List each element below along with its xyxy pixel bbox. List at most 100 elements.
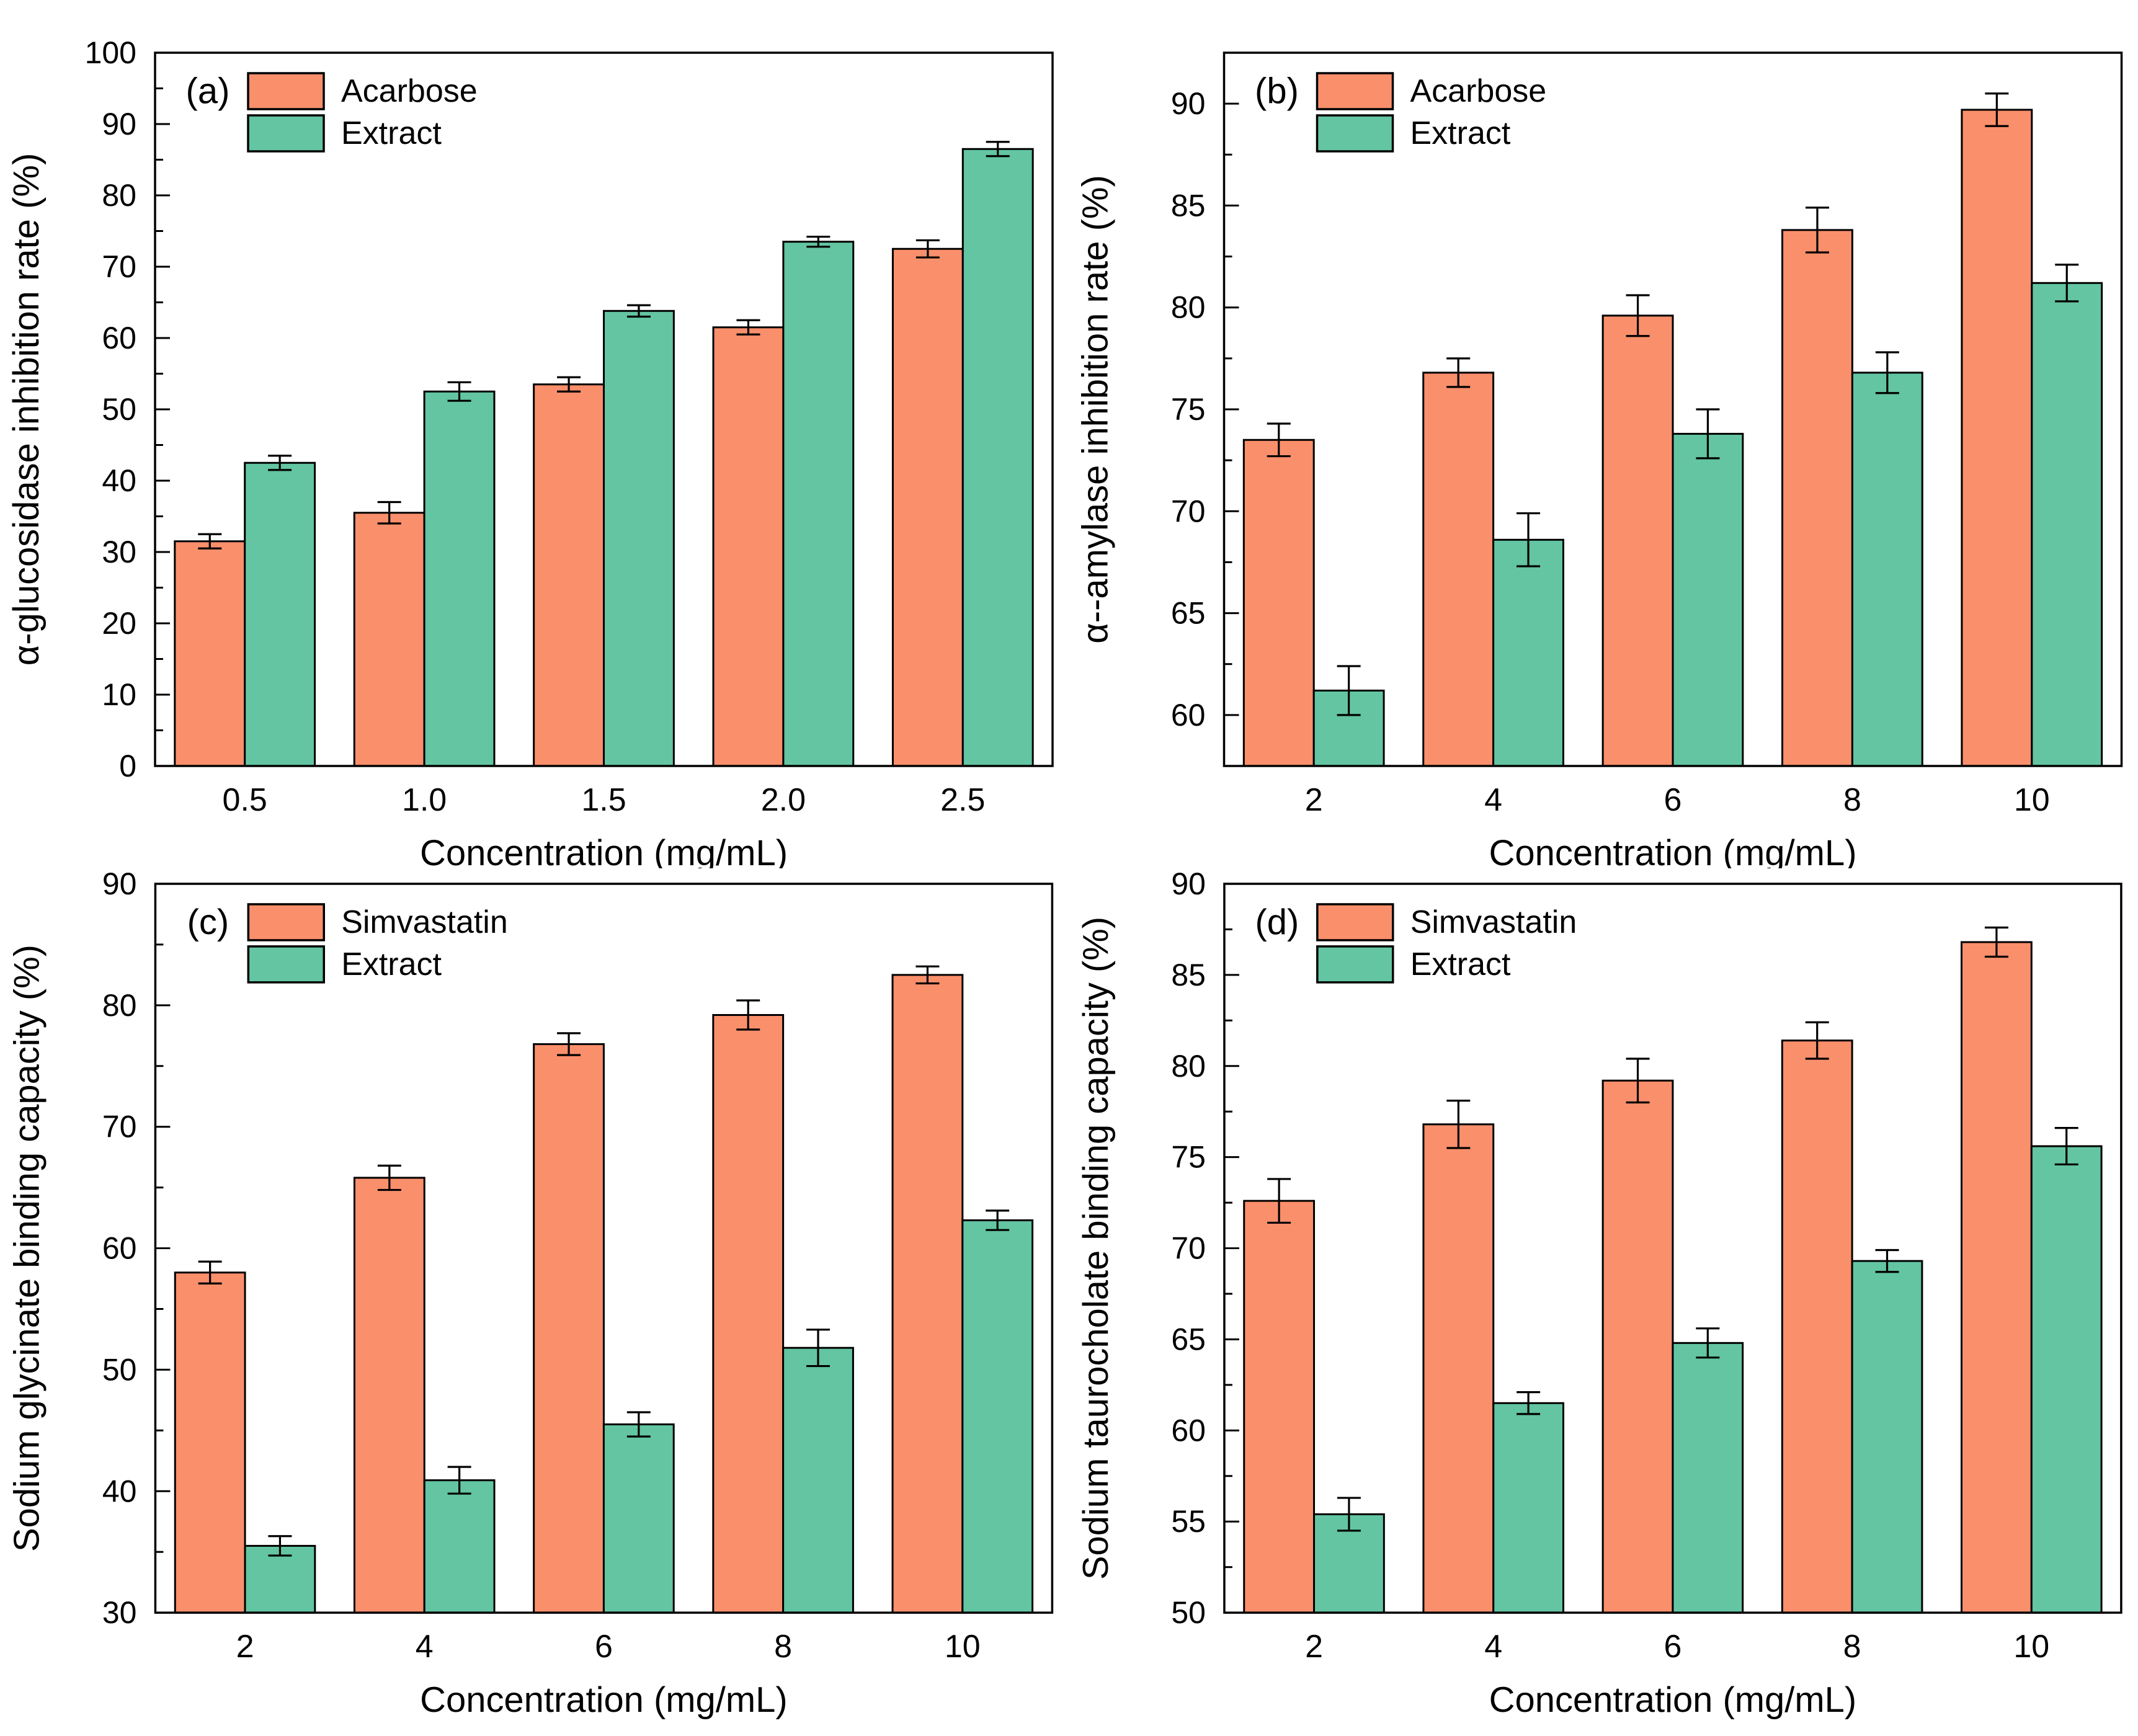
bar-extract-2 (244, 1544, 316, 1614)
y-tick-label: 75 (1171, 1140, 1206, 1175)
y-tick-label: 90 (102, 868, 137, 901)
bar-extract-1.0 (423, 390, 496, 767)
y-tick-label: 70 (1171, 1231, 1206, 1266)
legend-label-simvastatin: Simvastatin (1410, 904, 1577, 940)
bar-acarbose-2.0 (712, 326, 785, 767)
legend-label-acarbose: Acarbose (341, 73, 478, 109)
bar-extract-6 (1672, 432, 1744, 767)
axis-frame (1223, 883, 2122, 1614)
y-tick-label: 65 (1171, 1322, 1206, 1356)
y-tick-label: 75 (1171, 392, 1206, 427)
legend-swatch-acarbose (1316, 72, 1394, 110)
y-axis-title: α-glucosidase inhibition rate (%) (6, 153, 47, 666)
error-bar (557, 376, 581, 393)
y-tick-label: 80 (102, 988, 137, 1023)
bar-acarbose-1.0 (353, 512, 425, 767)
x-tick-label: 1.5 (581, 782, 626, 818)
bar-extract-4 (1492, 538, 1564, 767)
bar-extract-10 (961, 1219, 1034, 1614)
chart-svg: 0 10 20 30 40 50 60 70 80 90 100 0.5 1.0 1.5 2.0 2.5 Con… (6, 35, 1054, 868)
error-bar (1517, 1391, 1541, 1415)
legend-label-extract: Extract (341, 115, 442, 151)
error-bar (2054, 1127, 2078, 1166)
error-bar (1446, 1099, 1471, 1149)
y-tick-label: 80 (1171, 1049, 1206, 1084)
bar-simvastatin-4 (353, 1177, 425, 1614)
bars-group (174, 141, 1034, 767)
bar-simvastatin-6 (1601, 1079, 1674, 1614)
y-axis-ticks (155, 51, 170, 767)
bar-simvastatin-6 (533, 1043, 605, 1614)
bar-acarbose-0.5 (174, 540, 246, 767)
bar-simvastatin-2 (174, 1271, 246, 1614)
x-tick-label: 8 (1843, 1629, 1861, 1665)
x-tick-label: 10 (2014, 782, 2050, 818)
x-axis-title: Concentration (mg/mL) (1489, 833, 1856, 868)
bar-acarbose-10 (1961, 109, 2033, 767)
y-tick-label: 60 (1171, 698, 1206, 732)
y-axis-tick-labels: 30 40 50 60 70 80 90 (102, 868, 137, 1630)
y-axis-title: Sodium glycinate binding capacity (%) (7, 945, 47, 1552)
x-tick-label: 2.5 (940, 782, 985, 818)
error-bar (736, 319, 760, 336)
error-bar (1267, 422, 1291, 458)
legend-label-simvastatin: Simvastatin (341, 904, 508, 940)
x-axis-title: Concentration (mg/mL) (420, 1680, 787, 1720)
x-axis-title: Concentration (mg/mL) (1489, 1680, 1856, 1720)
error-bar (377, 501, 401, 525)
bar-acarbose-2 (1242, 438, 1315, 767)
y-tick-label: 20 (102, 606, 136, 641)
legend-swatch-extract (247, 945, 325, 984)
error-bar (198, 533, 222, 550)
y-tick-label: 0 (119, 749, 136, 783)
error-bar (447, 1466, 471, 1495)
y-tick-label: 40 (102, 1474, 137, 1508)
bar-acarbose-6 (1601, 314, 1674, 767)
x-tick-label: 8 (774, 1629, 792, 1665)
error-bar (1984, 926, 2008, 958)
error-bar (736, 999, 760, 1031)
error-bar (557, 1032, 581, 1056)
y-tick-label: 85 (1171, 188, 1206, 223)
error-bar (1337, 1497, 1361, 1532)
x-tick-label: 10 (2013, 1629, 2049, 1665)
legend-label-extract: Extract (1410, 115, 1511, 151)
x-axis-title: Concentration (mg/mL) (420, 833, 788, 868)
x-tick-label: 2.0 (761, 782, 806, 818)
bar-extract-2.5 (961, 148, 1034, 767)
bar-extract-10 (2030, 1145, 2103, 1614)
y-tick-label: 100 (85, 35, 136, 70)
bar-extract-8 (1851, 372, 1923, 767)
bar-extract-4 (1492, 1402, 1565, 1614)
y-tick-label: 50 (102, 392, 136, 427)
x-tick-label: 1.0 (402, 782, 447, 818)
y-tick-label: 80 (102, 178, 136, 213)
error-bar (1805, 207, 1829, 254)
bar-extract-6 (1672, 1342, 1744, 1614)
chart-svg: 30 40 50 60 70 80 90 2 4 6 8 10 Concentration (mg/mL… (7, 868, 1054, 1720)
legend-label-extract: Extract (341, 946, 442, 982)
bar-simvastatin-2 (1243, 1200, 1316, 1614)
y-tick-label: 40 (102, 463, 136, 498)
x-tick-label: 4 (416, 1629, 434, 1665)
error-bar (986, 141, 1010, 158)
error-bar (1805, 1021, 1829, 1060)
error-bar (1985, 92, 2009, 127)
y-tick-label: 65 (1171, 596, 1206, 631)
y-axis-title: Sodium taurocholate binding capacity (%) (1076, 917, 1116, 1580)
y-tick-label: 70 (102, 249, 136, 284)
y-tick-label: 70 (1171, 494, 1206, 528)
error-bar (806, 1329, 830, 1368)
legend-swatch-acarbose (247, 72, 325, 110)
panel-label: (a) (186, 71, 230, 112)
panel-label: (d) (1255, 902, 1299, 942)
bar-extract-10 (2031, 282, 2103, 767)
y-tick-label: 60 (102, 321, 136, 355)
bar-simvastatin-8 (1781, 1039, 1853, 1614)
error-bar (1696, 1327, 1720, 1359)
y-axis-ticks (1224, 883, 1239, 1614)
panel-a-alpha-glucosidase-chart: 0 10 20 30 40 50 60 70 80 90 100 0.5 1.0 1.5 2.0 2.5 Con… (0, 0, 1069, 868)
legend-swatch-extract (1316, 945, 1394, 984)
y-axis-tick-labels: 60 65 70 75 80 85 90 (1171, 86, 1206, 732)
y-tick-label: 10 (102, 677, 136, 712)
